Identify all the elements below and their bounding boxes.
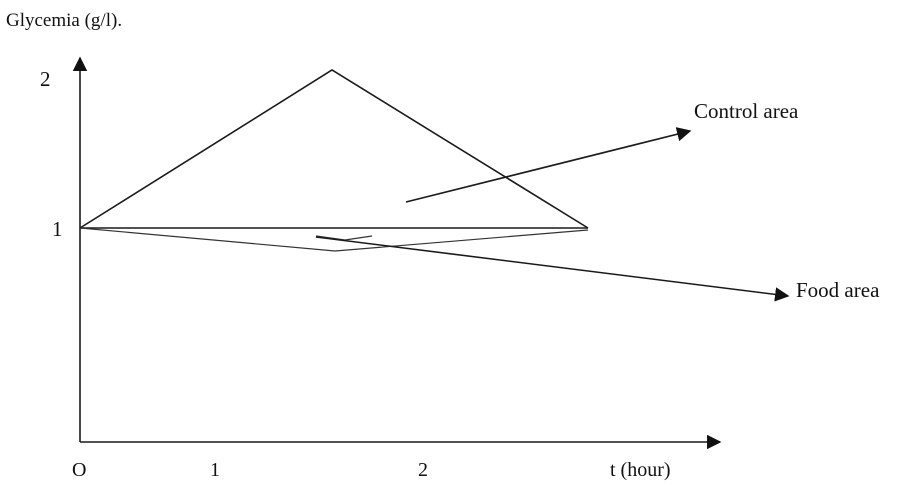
food-area-label: Food area xyxy=(796,278,880,302)
y-tick-label-1: 1 xyxy=(52,217,63,241)
y-tick-label-2: 2 xyxy=(40,67,51,91)
x-tick-label-1: 1 xyxy=(210,459,220,481)
x-tick-label-2: 2 xyxy=(418,459,428,481)
food-curve xyxy=(79,227,589,252)
control-curve xyxy=(79,69,589,229)
control-area-label: Control area xyxy=(694,99,799,123)
y-axis-title: Glycemia (g/l). xyxy=(6,10,122,31)
origin-label: O xyxy=(72,459,86,481)
control-area-arrow xyxy=(405,127,692,203)
x-axis-title: t (hour) xyxy=(610,459,671,481)
food-area-arrow xyxy=(315,236,790,302)
